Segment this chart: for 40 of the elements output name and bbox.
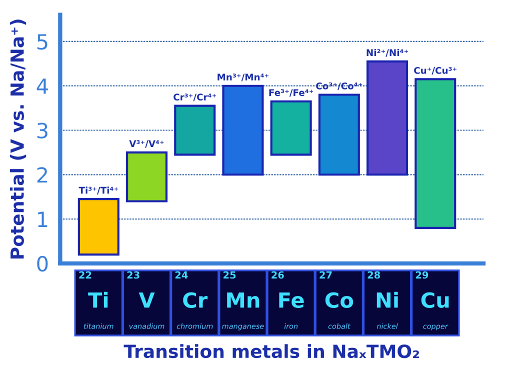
y-tick-label: 2 — [37, 167, 47, 183]
data-label: Ti³⁺/Ti⁴⁺ — [78, 186, 118, 194]
data-label: Ni²⁺/Ni⁴⁺ — [366, 49, 408, 57]
y-tick-label: 4 — [36, 78, 48, 94]
text: 27 — [320, 271, 332, 279]
bar — [126, 151, 168, 202]
text: 26 — [272, 271, 284, 279]
data-label: Cu⁺/Cu³⁺ — [414, 66, 457, 75]
bar — [78, 198, 120, 256]
bar — [366, 60, 408, 176]
text: 25 — [224, 271, 236, 279]
x-axis-title: Transition metals in NaₓTMO₂ — [124, 344, 419, 358]
data-label: V³⁺/V⁴⁺ — [129, 140, 164, 148]
y-tick-label: 0 — [37, 256, 48, 272]
text: 28 — [368, 271, 380, 279]
x-tick-label: Co — [325, 292, 354, 308]
y-tick-label: 1 — [38, 212, 48, 227]
text: 22 — [79, 271, 92, 279]
x-tick-label: Cr — [183, 292, 208, 308]
bar — [174, 104, 216, 156]
bar — [414, 78, 456, 229]
x-tick-label: V — [138, 292, 155, 308]
bar — [270, 100, 312, 156]
data-label: Cr³⁺/Cr⁴⁺ — [174, 94, 216, 102]
x-tick-label: Mn — [227, 292, 260, 308]
x-tick-label: Fe — [279, 292, 304, 308]
y-axis-title: Potential (V vs. Na/Na⁺) — [10, 20, 26, 258]
data-label: Co³⁺/Co⁴⁺ — [316, 82, 362, 90]
data-label: Mn³⁺/Mn⁴⁺ — [218, 74, 269, 82]
y-tick-label: 3 — [37, 122, 48, 138]
text: 23 — [127, 271, 140, 279]
x-tick-label: Ni — [376, 292, 398, 308]
bar — [222, 84, 264, 176]
text: 29 — [416, 271, 428, 279]
bar — [318, 94, 360, 176]
text: 24 — [175, 271, 188, 279]
x-tick-label: Cu — [421, 292, 449, 308]
x-tick-label: Ti — [88, 292, 108, 308]
data-label: Fe³⁺/Fe⁴⁺ — [269, 89, 314, 97]
y-tick-label: 5 — [37, 34, 48, 50]
